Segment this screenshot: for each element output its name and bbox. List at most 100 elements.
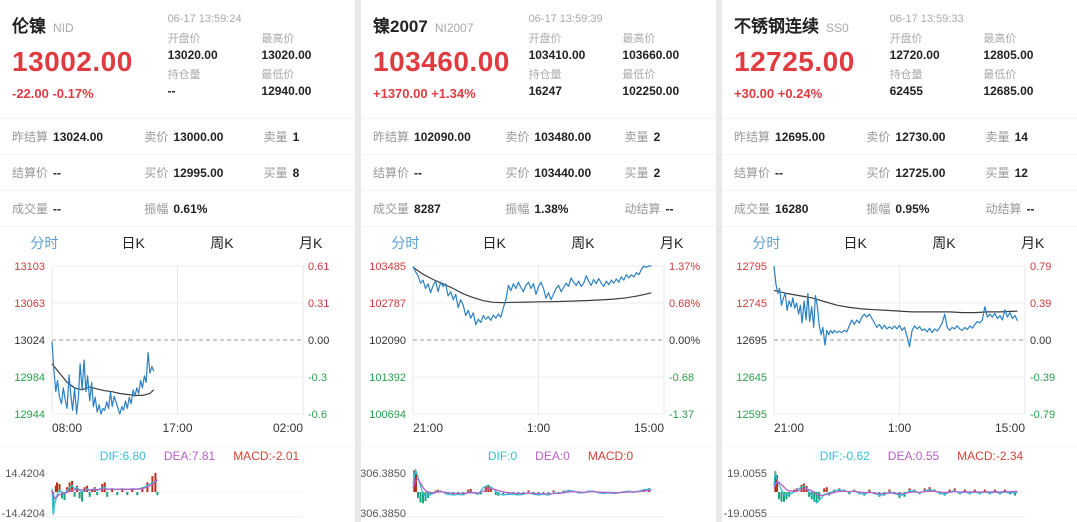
quote-header: 伦镍 NID 13002.00 -22.00 -0.17% 06-17 13:5… — [0, 0, 355, 118]
price-chart[interactable]: 13103 0.61 13063 0.31 13024 0.00 12984 -0.3 1294… — [0, 258, 355, 446]
low-price-cell: 最低价 102250.00 — [622, 66, 704, 98]
dyn-settle-label: 动结算 — [624, 202, 661, 216]
ask-price-value: 12730.00 — [895, 130, 946, 144]
svg-text:13063: 13063 — [14, 298, 45, 310]
open-price-cell: 开盘价 13020.00 — [168, 30, 262, 62]
bid-volume-value: 12 — [1014, 166, 1028, 180]
high-price-label: 最高价 — [261, 33, 295, 45]
svg-text:21:00: 21:00 — [774, 421, 804, 435]
last-price: 12725.00 — [734, 46, 855, 77]
settle-price-value: -- — [53, 166, 62, 180]
svg-text:0.79: 0.79 — [1030, 261, 1051, 273]
bid-price-cell: 买价 12725.00 — [866, 164, 985, 181]
ask-price-value: 13000.00 — [173, 130, 224, 144]
open-interest-value: -- — [167, 84, 176, 98]
tab-daily-k[interactable]: 日K — [121, 234, 145, 251]
open-interest-value: 62455 — [889, 84, 923, 98]
svg-text:1:00: 1:00 — [527, 421, 551, 435]
svg-text:02:00: 02:00 — [273, 421, 303, 435]
instrument-name-row: 不锈钢连续 SS0 — [734, 12, 890, 37]
dyn-settle-label: 动结算 — [985, 202, 1022, 216]
bid-price-value: 103440.00 — [534, 166, 592, 180]
tab-minute-line[interactable]: 分时 — [752, 234, 781, 251]
volume-label: 成交量 — [734, 202, 771, 216]
stats-rows: 昨结算 12695.00 卖价 12730.00 卖量 14 结算价 -- — [722, 118, 1077, 226]
amplitude-value: 0.95% — [895, 202, 930, 216]
svg-text:12595: 12595 — [736, 409, 767, 421]
svg-text:0.00: 0.00 — [1030, 335, 1051, 347]
dif-value: DIF:-0.62 — [819, 448, 870, 463]
instrument-name: 不锈钢连续 — [734, 17, 819, 36]
bid-volume-cell: 买量 8 — [264, 164, 343, 181]
svg-text:12795: 12795 — [736, 261, 767, 273]
low-price-label: 最低价 — [261, 69, 295, 81]
bid-price-cell: 买价 12995.00 — [144, 164, 263, 181]
macd-chart[interactable]: 306.3850 306.3850 — [361, 464, 716, 520]
low-price-value: 102250.00 — [622, 84, 680, 98]
svg-text:0.00%: 0.00% — [669, 335, 700, 347]
macd-chart[interactable]: 19.0055 -19.0055 — [722, 464, 1077, 520]
settle-price-cell: 结算价 -- — [373, 164, 505, 181]
macd-indicator-labels: DIF:-0.62 DEA:0.55 MACD:-2.34 — [722, 446, 1077, 464]
amplitude-label: 振幅 — [144, 202, 169, 216]
open-price-value: 103410.00 — [528, 48, 586, 62]
bid-volume-cell: 买量 12 — [986, 164, 1065, 181]
macd-value: MACD:-2.01 — [233, 448, 300, 463]
settle-price-cell: 结算价 -- — [734, 164, 866, 181]
bid-volume-value: 2 — [653, 166, 661, 180]
tab-monthly-k[interactable]: 月K — [298, 234, 323, 251]
svg-text:0.31: 0.31 — [308, 298, 329, 310]
tab-monthly-k[interactable]: 月K — [659, 234, 684, 251]
dea-value: DEA:7.81 — [163, 448, 216, 463]
open-interest-cell: 持仓量 16247 — [529, 66, 623, 98]
low-price-cell: 最低价 12940.00 — [261, 66, 343, 98]
settle-price-label: 结算价 — [12, 166, 49, 180]
svg-text:102090: 102090 — [369, 335, 406, 347]
tab-minute-line[interactable]: 分时 — [30, 234, 59, 251]
tab-daily-k[interactable]: 日K — [843, 234, 867, 251]
settle-price-label: 结算价 — [373, 166, 410, 180]
price-chart[interactable]: 103485 1.37% 102787 0.68% 102090 0.00% 101392 -… — [361, 258, 716, 446]
dyn-settle-cell: 动结算 -- — [625, 200, 704, 217]
dif-value: DIF:0 — [487, 448, 518, 463]
svg-text:12695: 12695 — [736, 335, 767, 347]
last-price: 13002.00 — [12, 46, 133, 77]
prev-settle-cell: 昨结算 13024.00 — [12, 128, 144, 145]
stats-row: 结算价 -- 买价 12995.00 买量 8 — [0, 154, 355, 190]
quote-fields-grid: 开盘价 13020.00 最高价 13020.00 持仓量 -- 最低价 129… — [168, 30, 343, 98]
low-price-value: 12685.00 — [983, 84, 1034, 98]
amplitude-value: 0.61% — [173, 202, 208, 216]
macd-value: MACD:-2.34 — [957, 448, 1024, 463]
low-price-value: 12940.00 — [261, 84, 312, 98]
ask-price-label: 卖价 — [505, 130, 530, 144]
svg-text:-19.0055: -19.0055 — [724, 508, 767, 520]
last-price: 103460.00 — [373, 46, 510, 77]
tab-monthly-k[interactable]: 月K — [1020, 234, 1045, 251]
svg-text:102787: 102787 — [369, 298, 406, 310]
prev-settle-label: 昨结算 — [373, 130, 410, 144]
svg-text:100694: 100694 — [369, 409, 406, 421]
ask-volume-label: 卖量 — [263, 130, 288, 144]
instrument-code: NI2007 — [434, 21, 474, 35]
bid-price-value: 12725.00 — [895, 166, 946, 180]
settle-price-value: -- — [775, 166, 784, 180]
tab-minute-line[interactable]: 分时 — [391, 234, 420, 251]
tab-daily-k[interactable]: 日K — [482, 234, 506, 251]
macd-chart[interactable]: 14.4204 -14.4204 — [0, 464, 355, 520]
open-price-cell: 开盘价 12720.00 — [890, 30, 984, 62]
tab-weekly-k[interactable]: 周K — [210, 234, 234, 251]
tab-weekly-k[interactable]: 周K — [571, 234, 595, 251]
dea-value: DEA:0.55 — [887, 448, 940, 463]
amplitude-label: 振幅 — [505, 202, 530, 216]
bid-price-value: 12995.00 — [173, 166, 224, 180]
amplitude-cell: 振幅 0.61% — [144, 200, 263, 217]
settle-price-cell: 结算价 -- — [12, 164, 144, 181]
prev-settle-value: 12695.00 — [775, 130, 826, 144]
price-chart[interactable]: 12795 0.79 12745 0.39 12695 0.00 12645 -0.39 125… — [722, 258, 1077, 446]
ask-volume-value: 14 — [1014, 130, 1028, 144]
quote-header-left: 不锈钢连续 SS0 12725.00 +30.00 +0.24% — [734, 12, 890, 118]
chart-period-tabs: 分时 日K 周K 月K — [0, 226, 355, 258]
bid-price-label: 买价 — [144, 166, 169, 180]
tab-weekly-k[interactable]: 周K — [932, 234, 956, 251]
svg-text:-14.4204: -14.4204 — [2, 508, 45, 520]
